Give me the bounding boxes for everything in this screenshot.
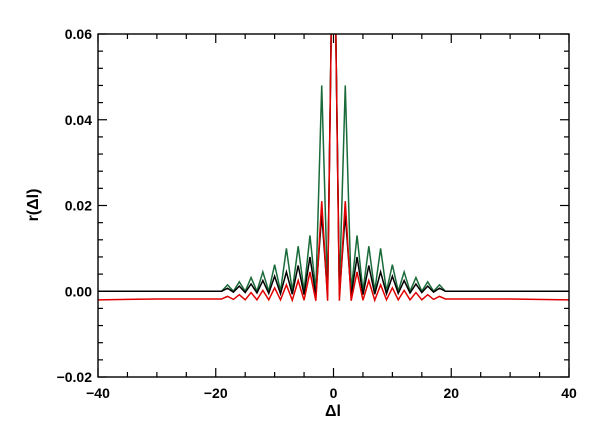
plot-frame xyxy=(97,33,570,378)
y-tick-label: 0.06 xyxy=(65,26,92,42)
series-line-3 xyxy=(98,34,569,303)
y-tick-label: −0.02 xyxy=(57,369,93,385)
y-axis-title: r(Δl) xyxy=(25,189,42,222)
series-line-2 xyxy=(98,34,569,297)
x-tick-label: −40 xyxy=(86,385,110,401)
y-tick-label: 0.00 xyxy=(65,283,92,299)
x-axis-title: Δl xyxy=(325,403,341,420)
series-layer xyxy=(98,34,569,303)
y-tick-label: 0.02 xyxy=(65,198,92,214)
tick-labels: −40 −20 0 20 40 −0.02 0.00 0.02 0.04 0.06 xyxy=(57,26,577,401)
y-tick-label: 0.04 xyxy=(65,112,92,128)
ticks-layer xyxy=(97,33,570,378)
x-tick-label: −20 xyxy=(204,385,228,401)
x-tick-label: 40 xyxy=(561,385,577,401)
series-line-1 xyxy=(98,34,569,295)
x-tick-label: 20 xyxy=(443,385,459,401)
x-tick-label: 0 xyxy=(330,385,338,401)
